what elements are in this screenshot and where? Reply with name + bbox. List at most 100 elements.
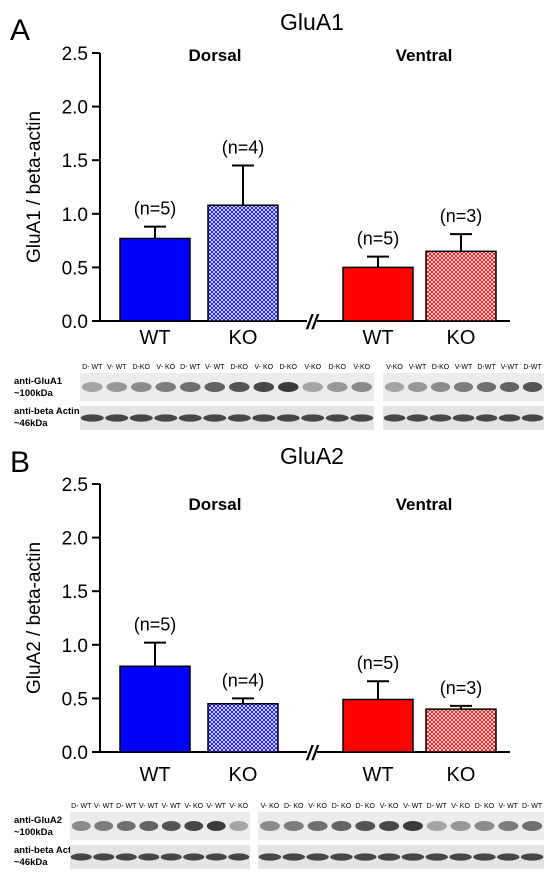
- panel-b: B GluA2 0.0 0.5 1.0 1.5 2.0 2.5 GluA2 / beta-act…: [10, 443, 544, 869]
- bar: [342, 266, 414, 322]
- blot-strip: [258, 845, 544, 869]
- lane-label: V-WT: [501, 364, 519, 371]
- lane-label: V- WT: [107, 364, 127, 371]
- group-label: Ventral: [396, 495, 453, 514]
- target-band: [355, 821, 376, 831]
- actin-band: [228, 853, 250, 861]
- lane-label: D- WT: [71, 803, 92, 810]
- target-band: [228, 382, 250, 392]
- actin-band: [178, 414, 202, 422]
- blot-label: anti-beta Actin: [14, 406, 80, 417]
- lane-label: D- KO: [475, 803, 495, 810]
- lane-label: D-KO: [329, 364, 347, 371]
- bar: [119, 237, 191, 322]
- actin-band: [497, 853, 520, 861]
- actin-band: [70, 853, 92, 861]
- actin-band: [330, 853, 353, 861]
- bar: [425, 250, 497, 322]
- bar: [425, 708, 497, 753]
- group-label: Ventral: [396, 46, 453, 65]
- y-tick-label: 0.0: [62, 312, 88, 333]
- panel-letter: B: [10, 446, 30, 479]
- lane-label: D- WT: [180, 364, 201, 371]
- actin-band: [138, 853, 160, 861]
- target-band: [302, 382, 324, 392]
- target-band: [116, 821, 136, 831]
- target-band: [139, 821, 159, 831]
- actin-band: [282, 853, 305, 861]
- lane-label: V- KO: [229, 803, 248, 810]
- y-tick-label: 1.5: [62, 151, 88, 172]
- n-label: (n=5): [134, 199, 177, 219]
- target-band: [307, 821, 328, 831]
- actin-band: [406, 414, 429, 422]
- lane-label: V- WT: [499, 803, 519, 810]
- target-band: [259, 821, 280, 831]
- n-label: (n=5): [357, 229, 400, 249]
- lane-label: V- WT: [205, 364, 225, 371]
- lane-label: D-KO: [432, 364, 450, 371]
- target-band: [283, 821, 304, 831]
- lane-label: D- WT: [116, 803, 137, 810]
- lane-label: V-WT: [409, 364, 427, 371]
- n-label: (n=5): [357, 653, 400, 673]
- panel-a: A GluA1 0.0 0.5 1.0 1.5 2.0 2.5 GluA1 / beta-act…: [10, 9, 544, 430]
- actin-band: [475, 414, 498, 422]
- actin-band: [498, 414, 521, 422]
- bar: [342, 698, 414, 753]
- lane-label: V- KO: [254, 364, 273, 371]
- y-axis-label: GluA2 / beta-actin: [24, 542, 45, 694]
- lane-label: V- WT: [162, 803, 182, 810]
- actin-band: [306, 853, 329, 861]
- actin-band: [183, 853, 205, 861]
- lane-label: V- KO: [308, 803, 327, 810]
- lane-label: D-WT: [523, 364, 542, 371]
- actin-band: [258, 853, 282, 861]
- blot-strip: [80, 373, 374, 401]
- y-tick-label: 1.0: [62, 636, 88, 657]
- y-tick-label: 0.5: [62, 689, 88, 710]
- actin-band: [449, 853, 472, 861]
- n-label: (n=3): [440, 206, 483, 226]
- actin-band: [425, 853, 448, 861]
- target-band: [426, 821, 447, 831]
- axis-break-mark: //: [305, 312, 320, 334]
- blot-label: anti-beta Actin: [14, 845, 80, 856]
- n-label: (n=5): [134, 615, 177, 635]
- target-band: [331, 821, 352, 831]
- target-band: [106, 382, 128, 392]
- blot-strip: [258, 812, 544, 840]
- lane-label: V-WT: [455, 364, 473, 371]
- actin-band: [252, 414, 276, 422]
- blot-label: anti-GluA1: [14, 376, 63, 387]
- group-label: Dorsal: [189, 495, 242, 514]
- target-band: [384, 382, 405, 392]
- lane-label: D-KO: [133, 364, 151, 371]
- target-band: [407, 382, 428, 392]
- actin-band: [520, 853, 544, 861]
- actin-band: [377, 853, 401, 861]
- actin-band: [521, 414, 544, 422]
- actin-band: [160, 853, 182, 861]
- lane-label: V- KO: [156, 364, 175, 371]
- lane-label: D- WT: [522, 803, 543, 810]
- x-category-label: WT: [362, 327, 393, 349]
- lane-label: V- WT: [403, 803, 423, 810]
- target-band: [71, 821, 91, 831]
- target-band: [476, 382, 497, 392]
- y-tick-label: 2.5: [62, 475, 88, 496]
- target-band: [402, 821, 423, 831]
- target-band: [326, 382, 348, 392]
- bar: [207, 204, 279, 322]
- y-axis-label: GluA1 / beta-actin: [24, 111, 45, 263]
- y-tick-label: 2.0: [62, 98, 88, 119]
- lane-label: D- KO: [332, 803, 352, 810]
- actin-band: [80, 414, 104, 422]
- lane-label: V- KO: [380, 803, 399, 810]
- actin-band: [129, 414, 153, 422]
- target-band: [94, 821, 114, 831]
- x-category-label: WT: [139, 764, 170, 786]
- lane-label: D- WT: [427, 803, 448, 810]
- n-label: (n=3): [440, 678, 483, 698]
- target-band: [379, 821, 400, 831]
